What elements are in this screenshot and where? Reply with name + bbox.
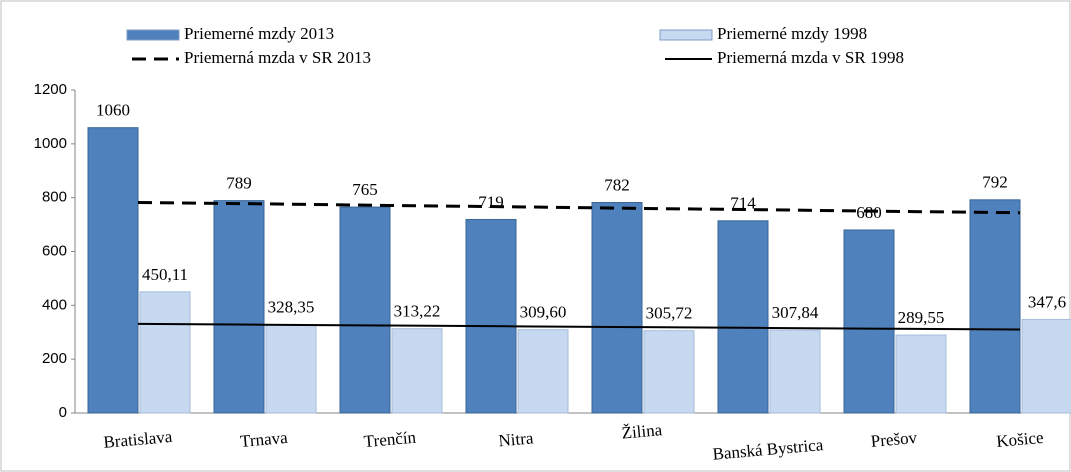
x-tick-label: Trnava <box>239 428 288 451</box>
bar <box>213 200 265 414</box>
y-tick-label: 600 <box>42 242 67 259</box>
bar <box>843 229 895 414</box>
value-label: 792 <box>982 173 1008 192</box>
value-label: 307,84 <box>772 303 819 322</box>
bar <box>465 218 517 414</box>
value-label: 789 <box>226 174 252 193</box>
x-tick-label: Prešov <box>870 428 918 451</box>
legend-label: Priemerné mzdy 2013 <box>184 24 334 43</box>
y-tick-label: 400 <box>42 296 67 313</box>
legend-swatch <box>659 29 713 41</box>
bar <box>717 220 769 414</box>
value-label: 1060 <box>96 101 130 120</box>
bar <box>139 291 191 414</box>
value-label: 309,60 <box>520 303 567 322</box>
y-tick-label: 1200 <box>34 81 67 98</box>
bar <box>391 328 443 414</box>
legend-label: Priemerné mzdy 1998 <box>717 24 867 43</box>
line-series <box>137 201 1021 215</box>
value-label: 782 <box>604 175 630 194</box>
value-label: 305,72 <box>646 304 693 323</box>
bar <box>517 329 569 414</box>
bar <box>339 206 391 414</box>
x-tick-label: Košice <box>996 428 1045 451</box>
y-tick-label: 1000 <box>34 135 67 152</box>
bar <box>895 334 947 414</box>
bar <box>265 324 317 414</box>
y-tick-label: 800 <box>42 189 67 206</box>
x-tick-label: Nitra <box>498 428 535 450</box>
legend-swatch <box>126 29 180 41</box>
legend-label: Priemerná mzda v SR 1998 <box>717 48 904 67</box>
value-label: 450,11 <box>142 265 188 284</box>
value-label: 313,22 <box>394 302 441 321</box>
bar <box>969 199 1021 414</box>
bar <box>591 202 643 414</box>
legend-label: Priemerná mzda v SR 2013 <box>184 48 371 67</box>
bar <box>769 329 821 414</box>
value-label: 289,55 <box>898 308 945 327</box>
bar <box>643 330 695 414</box>
y-tick-label: 200 <box>42 350 67 367</box>
value-label: 765 <box>352 180 378 199</box>
line-series <box>137 322 1021 331</box>
value-label: 328,35 <box>268 298 315 317</box>
x-tick-label: Trenčín <box>363 428 417 452</box>
value-label: 719 <box>478 192 504 211</box>
y-tick-label: 0 <box>59 404 67 421</box>
bar <box>1021 318 1071 414</box>
x-tick-label: Žilina <box>621 420 664 443</box>
bar <box>87 127 139 414</box>
value-label: 347,6 <box>1028 292 1066 311</box>
